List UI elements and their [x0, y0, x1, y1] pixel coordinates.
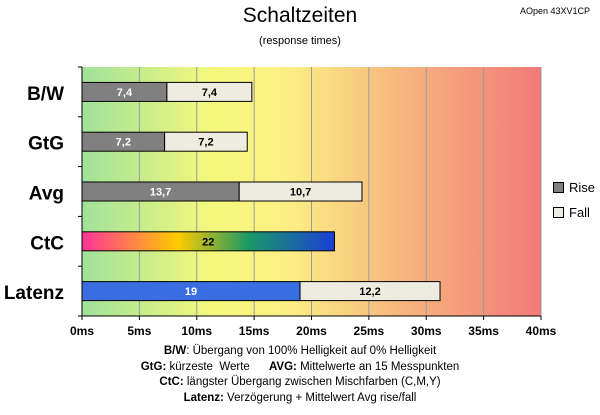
- x-tick-label: 30ms: [411, 324, 442, 338]
- legend-rise: Rise: [553, 180, 595, 195]
- bar-rise-label-ctc: 22: [202, 236, 214, 248]
- bar-fall-gtg: [164, 131, 248, 152]
- category-label-latenz: Latenz: [4, 283, 64, 304]
- bar-fall-label-latenz: 12,2: [359, 286, 380, 298]
- monitor-model: AOpen 43XV1CP: [519, 6, 590, 16]
- x-tick-label: 40ms: [526, 324, 557, 338]
- note-latenz-key: Latenz:: [183, 391, 224, 404]
- bar-fall-avg: [238, 181, 363, 202]
- bar-rise-label-latenz: 19: [185, 286, 197, 298]
- x-tick-label: 35ms: [468, 324, 499, 338]
- note-bw-key: B/W: [163, 345, 187, 357]
- x-tick-label: 10ms: [181, 324, 212, 338]
- category-label-gtg: GtG: [28, 134, 64, 155]
- note-gtg-avg: GtG: kürzeste Werte AVG: Mittelwerte an …: [0, 360, 600, 376]
- bar-fall-label-avg: 10,7: [290, 187, 311, 199]
- bar-rise-ctc: [81, 231, 335, 252]
- bar-fall-bw: [166, 81, 253, 102]
- x-tick-label: 20ms: [296, 324, 327, 338]
- note-ctc: CtC: längster Übergang zwischen Mischfar…: [0, 375, 600, 391]
- bar-rise-label-bw: 7,4: [117, 87, 133, 99]
- note-ctc-key: CtC:: [159, 376, 184, 388]
- note-avg-key: AVG:: [268, 360, 297, 373]
- category-label-bw: B/W: [27, 84, 64, 105]
- note-gtg-key: GtG:: [140, 360, 167, 373]
- legend-rise-swatch: [553, 182, 564, 193]
- note-bw: B/W: Übergang von 100% Helligkeit auf 0%…: [0, 344, 600, 360]
- x-tick-label: 0ms: [70, 324, 94, 338]
- x-tick-label: 5ms: [127, 324, 151, 338]
- bar-fall-latenz: [299, 281, 441, 302]
- note-ctc-text: längster Übergang zwischen Mischfarben (…: [183, 376, 441, 388]
- category-label-ctc: CtC: [30, 233, 64, 254]
- note-latenz-text: Verzögerung + Mittelwert Avg rise/fall: [223, 391, 417, 404]
- bar-rise-label-gtg: 7,2: [116, 137, 131, 149]
- chart-subtitle: (response times): [259, 35, 341, 47]
- legend-fall: Fall: [553, 205, 590, 220]
- legend-fall-swatch: [553, 207, 564, 218]
- category-label-avg: Avg: [29, 184, 64, 205]
- note-bw-text: : Übergang von 100% Helligkeit auf 0% He…: [186, 345, 437, 357]
- legend-rise-label: Rise: [569, 180, 596, 195]
- legend-fall-label: Fall: [569, 205, 590, 220]
- bar-fall-label-gtg: 7,2: [198, 137, 213, 149]
- bar-fall-label-bw: 7,4: [202, 87, 218, 99]
- note-gtg-text: kürzeste Werte: [166, 360, 269, 373]
- x-tick-label: 15ms: [239, 324, 270, 338]
- footnotes: B/W: Übergang von 100% Helligkeit auf 0%…: [0, 344, 600, 406]
- chart-title: Schaltzeiten: [242, 4, 358, 27]
- note-latenz: Latenz: Verzögerung + Mittelwert Avg ris…: [0, 391, 600, 407]
- x-tick-label: 25ms: [354, 324, 385, 338]
- bar-rise-label-avg: 13,7: [150, 187, 171, 199]
- note-avg-text: Mittelwerte an 15 Messpunkten: [296, 360, 460, 373]
